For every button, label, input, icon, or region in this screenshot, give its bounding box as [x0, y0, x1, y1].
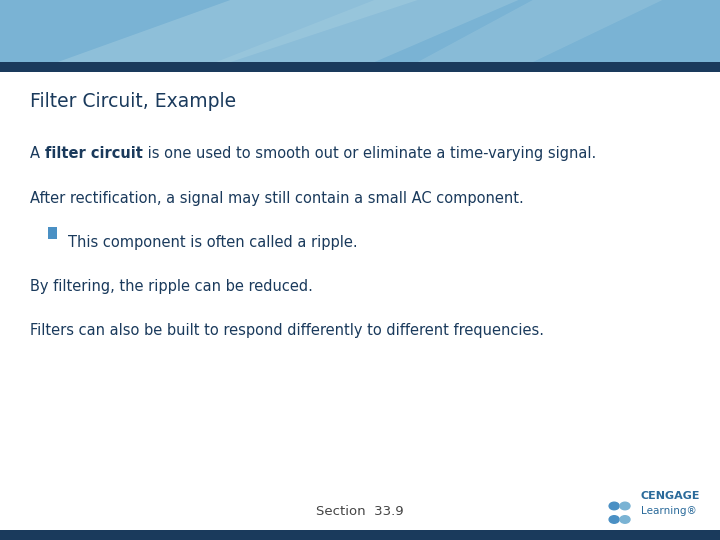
Text: A: A — [30, 146, 45, 161]
Bar — [48, 227, 57, 239]
Bar — [0, 530, 720, 540]
Text: Section  33.9: Section 33.9 — [316, 505, 404, 518]
Polygon shape — [216, 0, 518, 62]
Polygon shape — [58, 0, 418, 62]
Circle shape — [620, 516, 630, 523]
Text: By filtering, the ripple can be reduced.: By filtering, the ripple can be reduced. — [30, 279, 313, 294]
Text: CENGAGE: CENGAGE — [641, 490, 701, 501]
Circle shape — [609, 516, 619, 523]
Circle shape — [620, 502, 630, 510]
Text: is one used to smooth out or eliminate a time-varying signal.: is one used to smooth out or eliminate a… — [143, 146, 596, 161]
Polygon shape — [418, 0, 662, 62]
Circle shape — [609, 502, 619, 510]
Text: After rectification, a signal may still contain a small AC component.: After rectification, a signal may still … — [30, 191, 524, 206]
Text: Learning®: Learning® — [641, 505, 696, 516]
Text: This component is often called a ripple.: This component is often called a ripple. — [68, 235, 358, 250]
Text: filter circuit: filter circuit — [45, 146, 143, 161]
Bar — [0, 62, 720, 72]
Text: Filter Circuit, Example: Filter Circuit, Example — [30, 92, 236, 111]
Text: Filters can also be built to respond differently to different frequencies.: Filters can also be built to respond dif… — [30, 323, 544, 339]
Bar — [0, 0, 720, 62]
